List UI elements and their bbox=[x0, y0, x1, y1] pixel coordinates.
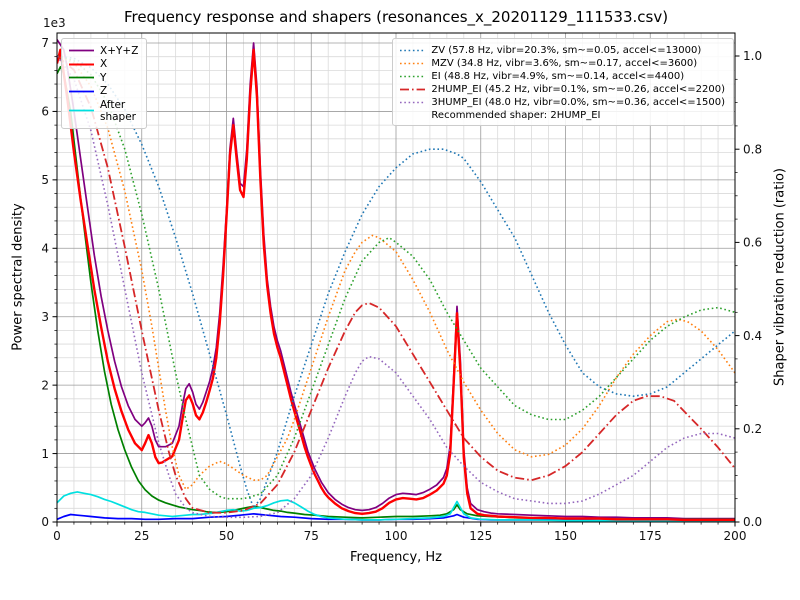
x-tick-label: 50 bbox=[219, 529, 234, 543]
legend-label-zv: ZV (57.8 Hz, vibr=20.3%, sm~=0.05, accel… bbox=[431, 44, 702, 56]
legend-label-3hump_ei: 3HUMP_EI (48.0 Hz, vibr=0.0%, sm~=0.36, … bbox=[431, 96, 725, 108]
legend-psd-items: X+Y+Z X Y Z After shaper bbox=[68, 45, 138, 123]
series-2hump_ei bbox=[57, 55, 735, 514]
legend-item-z: Z bbox=[68, 85, 138, 97]
y-left-offset-text: 1e3 bbox=[43, 16, 66, 30]
legend-line-sample-2hump_ei bbox=[400, 88, 426, 91]
y-right-tick-label: 0.8 bbox=[743, 142, 762, 156]
legend-shaper-items: ZV (57.8 Hz, vibr=20.3%, sm~=0.05, accel… bbox=[399, 45, 725, 109]
y-left-tick-label: 7 bbox=[41, 36, 49, 50]
legend-label-y: Y bbox=[100, 71, 107, 84]
series-x bbox=[57, 48, 735, 522]
x-tick-label: 200 bbox=[724, 529, 747, 543]
x-tick-label: 100 bbox=[385, 529, 408, 543]
y-axis-right-label: Shaper vibration reduction (ratio) bbox=[772, 168, 788, 386]
y-axis-left-label: Power spectral density bbox=[10, 203, 26, 351]
legend-line-sample-z bbox=[69, 90, 94, 93]
y-left-tick-label: 1 bbox=[41, 447, 49, 461]
legend-item-x: X bbox=[68, 58, 138, 70]
legend-line-sample-y bbox=[69, 76, 94, 79]
y-left-tick-label: 5 bbox=[41, 173, 49, 187]
x-tick-label: 125 bbox=[469, 529, 492, 543]
y-right-tick-label: 1.0 bbox=[743, 49, 762, 63]
legend-label-after-shaper: After shaper bbox=[100, 98, 137, 123]
y-left-tick-label: 4 bbox=[41, 241, 49, 255]
legend-line-sample-x bbox=[69, 63, 94, 66]
chart-title: Frequency response and shapers (resonanc… bbox=[123, 8, 669, 26]
y-right-tick-label: 0.6 bbox=[743, 236, 762, 250]
legend-label-ei: EI (48.8 Hz, vibr=4.9%, sm~=0.14, accel<… bbox=[431, 70, 685, 82]
legend-line-sample-x+y+z bbox=[69, 49, 94, 52]
legend-line-sample-zv bbox=[400, 49, 426, 52]
legend-shapers: ZV (57.8 Hz, vibr=20.3%, sm~=0.05, accel… bbox=[392, 38, 734, 126]
legend-item-y: Y bbox=[68, 72, 138, 84]
x-tick-label: 150 bbox=[554, 529, 577, 543]
series-zv bbox=[57, 55, 735, 509]
legend-item-mzv: MZV (34.8 Hz, vibr=3.6%, sm~=0.17, accel… bbox=[399, 58, 725, 70]
x-tick-label: 175 bbox=[639, 529, 662, 543]
x-tick-label: 25 bbox=[134, 529, 149, 543]
legend-label-x+y+z: X+Y+Z bbox=[100, 44, 139, 57]
y-right-tick-label: 0.4 bbox=[743, 329, 762, 343]
legend-item-zv: ZV (57.8 Hz, vibr=20.3%, sm~=0.05, accel… bbox=[399, 45, 725, 57]
legend-label-2hump_ei: 2HUMP_EI (45.2 Hz, vibr=0.1%, sm~=0.26, … bbox=[431, 83, 725, 95]
series-3hump_ei bbox=[57, 55, 735, 519]
legend-line-sample-3hump_ei bbox=[400, 101, 426, 104]
y-left-tick-label: 0 bbox=[41, 515, 49, 529]
y-left-tick-label: 3 bbox=[41, 310, 49, 324]
y-right-tick-label: 0.0 bbox=[743, 515, 762, 529]
series-mzv bbox=[57, 55, 735, 491]
legend-label-z: Z bbox=[100, 85, 108, 98]
legend-item-after-shaper: After shaper bbox=[68, 99, 138, 123]
recommended-shaper-note: Recommended shaper: 2HUMP_EI bbox=[431, 110, 601, 121]
legend-line-sample-mzv bbox=[400, 62, 426, 65]
y-left-tick-label: 2 bbox=[41, 378, 49, 392]
legend-label-mzv: MZV (34.8 Hz, vibr=3.6%, sm~=0.17, accel… bbox=[431, 57, 698, 69]
y-right-tick-label: 0.2 bbox=[743, 422, 762, 436]
series-ei bbox=[57, 55, 735, 500]
x-tick-label: 75 bbox=[304, 529, 319, 543]
y-left-tick-label: 6 bbox=[41, 105, 49, 119]
legend-item-x+y+z: X+Y+Z bbox=[68, 45, 138, 57]
legend-psd: X+Y+Z X Y Z After shaper bbox=[61, 38, 148, 130]
legend-line-sample-ei bbox=[400, 75, 426, 78]
x-tick-label: 0 bbox=[53, 529, 61, 543]
legend-line-sample-after-shaper bbox=[69, 109, 94, 112]
legend-item-2hump_ei: 2HUMP_EI (45.2 Hz, vibr=0.1%, sm~=0.26, … bbox=[399, 84, 725, 96]
series-x+y+z bbox=[57, 39, 735, 520]
legend-item-3hump_ei: 3HUMP_EI (48.0 Hz, vibr=0.0%, sm~=0.36, … bbox=[399, 97, 725, 109]
legend-item-ei: EI (48.8 Hz, vibr=4.9%, sm~=0.14, accel<… bbox=[399, 71, 725, 83]
legend-label-x: X bbox=[100, 58, 108, 71]
x-axis-label: Frequency, Hz bbox=[349, 550, 443, 565]
series-after-shaper bbox=[57, 491, 735, 522]
